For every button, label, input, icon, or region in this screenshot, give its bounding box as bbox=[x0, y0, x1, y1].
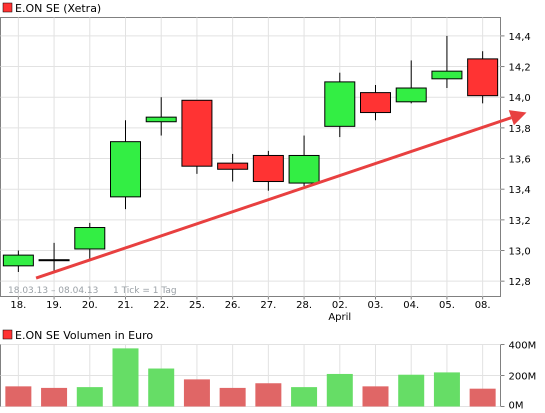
price-chart-title: E.ON SE (Xetra) bbox=[15, 2, 101, 15]
volume-bar bbox=[5, 386, 32, 407]
x-tick-label: 20. bbox=[82, 300, 98, 311]
price-tick-label: 13,2 bbox=[509, 216, 531, 227]
x-tick-label: 02. bbox=[332, 300, 348, 311]
volume-bar bbox=[148, 368, 175, 407]
volume-bar bbox=[76, 387, 103, 407]
candle-body bbox=[252, 154, 284, 183]
candle bbox=[431, 35, 463, 89]
candle bbox=[74, 222, 106, 262]
candle bbox=[181, 99, 213, 174]
candle-body bbox=[288, 154, 320, 184]
volume-bar bbox=[362, 386, 389, 407]
price-tick-label: 13,0 bbox=[509, 247, 531, 258]
candle-body bbox=[324, 81, 356, 127]
volume-bar bbox=[183, 379, 210, 407]
volume-chart-title: E.ON SE Volumen in Euro bbox=[15, 329, 153, 342]
x-tick-label: 04. bbox=[403, 300, 419, 311]
candle-body bbox=[217, 162, 249, 170]
candle bbox=[2, 250, 34, 272]
x-tick-label: 21. bbox=[118, 300, 134, 311]
volume-tick-label: 0M bbox=[509, 401, 524, 412]
price-y-axis: 12,8 13,0 13,2 13,4 13,6 13,8 14,0 14,2 14,4 bbox=[500, 32, 531, 288]
x-tick-label: 28. bbox=[296, 300, 312, 311]
x-axis-labels: 18. 19. 20. 21. 22. 25. 26. 27. 28. 02. 03. 04. 05. 0… bbox=[10, 296, 491, 323]
candle-body bbox=[431, 70, 463, 80]
candle-body bbox=[38, 259, 70, 262]
price-tick-label: 14,4 bbox=[509, 32, 531, 43]
month-label: April bbox=[328, 312, 351, 323]
price-tick-label: 13,4 bbox=[509, 185, 531, 196]
candle-body bbox=[181, 99, 213, 167]
volume-bar bbox=[112, 348, 139, 407]
volume-bar bbox=[433, 372, 460, 407]
candle bbox=[288, 135, 320, 187]
price-legend-swatch bbox=[2, 2, 13, 13]
x-tick-label: 03. bbox=[368, 300, 384, 311]
price-tick-label: 14,2 bbox=[509, 63, 531, 74]
volume-tick-label: 200M bbox=[509, 372, 537, 383]
price-plot-area bbox=[0, 17, 501, 297]
x-tick-label: 22. bbox=[153, 300, 169, 311]
trendline-shaft bbox=[35, 116, 512, 280]
candle bbox=[38, 242, 70, 272]
volume-legend-swatch bbox=[2, 329, 13, 340]
x-tick-label: 19. bbox=[46, 300, 62, 311]
candle-body bbox=[360, 92, 391, 114]
volume-y-axis: 0M 200M 400M bbox=[500, 341, 537, 412]
volume-bar bbox=[291, 387, 318, 407]
candle bbox=[252, 150, 284, 191]
x-tick-label: 27. bbox=[260, 300, 276, 311]
trendline bbox=[35, 110, 527, 280]
price-tick-label: 14,0 bbox=[509, 93, 531, 104]
price-tick-label: 12,8 bbox=[509, 277, 531, 288]
volume-tick-label: 400M bbox=[509, 341, 537, 352]
candle bbox=[145, 97, 177, 136]
tick-note: 1 Tick = 1 Tag bbox=[113, 286, 177, 296]
date-range-note: 18.03.13 – 08.04.13 bbox=[8, 286, 98, 296]
candle bbox=[360, 84, 391, 121]
trendline-arrowhead bbox=[508, 110, 527, 126]
candle bbox=[110, 120, 141, 210]
x-tick-label: 18. bbox=[10, 300, 26, 311]
volume-bar bbox=[326, 373, 353, 407]
candles bbox=[2, 35, 499, 272]
volume-bar bbox=[219, 387, 246, 407]
volume-bar bbox=[469, 388, 496, 407]
volume-bar bbox=[41, 387, 68, 407]
volume-bar bbox=[398, 374, 425, 407]
price-tick-label: 13,6 bbox=[509, 155, 531, 166]
candle-body bbox=[74, 227, 106, 250]
x-tick-label: 05. bbox=[439, 300, 455, 311]
candle-body bbox=[110, 141, 141, 198]
price-tick-label: 13,8 bbox=[509, 124, 531, 135]
candle-body bbox=[467, 58, 499, 97]
volume-bar bbox=[255, 383, 282, 407]
candle bbox=[217, 153, 249, 182]
candle-body bbox=[2, 254, 34, 267]
candle bbox=[395, 60, 427, 104]
x-tick-label: 25. bbox=[189, 300, 205, 311]
x-tick-label: 26. bbox=[225, 300, 241, 311]
x-tick-label: 08. bbox=[475, 300, 491, 311]
candle-body bbox=[395, 87, 427, 103]
volume-panel: E.ON SE Volumen in Euro 0M 200M 400M bbox=[0, 329, 537, 412]
volume-bars bbox=[5, 348, 496, 407]
price-panel: E.ON SE (Xetra) 12,8 13,0 13,2 13,4 13,6 13,8… bbox=[0, 2, 531, 323]
candle bbox=[467, 51, 499, 104]
candle bbox=[324, 72, 356, 138]
candle-body bbox=[145, 116, 177, 123]
